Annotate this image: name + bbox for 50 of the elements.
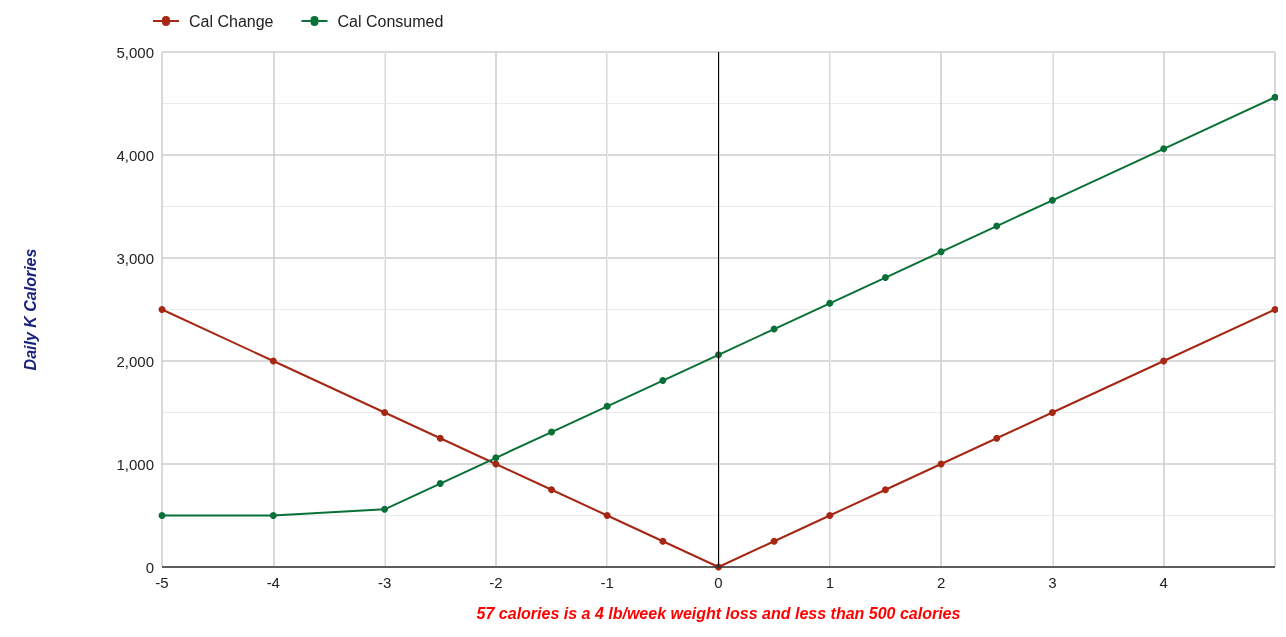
- y-tick-label: 5,000: [116, 43, 154, 61]
- x-tick-label: -1: [600, 574, 614, 591]
- point: [436, 480, 444, 488]
- y-tick-label: 2,000: [116, 352, 154, 370]
- point: [937, 248, 945, 256]
- point: [436, 434, 444, 442]
- y-tick-label: 0: [145, 558, 154, 576]
- point: [881, 486, 889, 494]
- point: [1160, 357, 1168, 365]
- y-tick-label: 1,000: [116, 455, 154, 473]
- x-tick-label: 4: [1159, 574, 1168, 591]
- point: [770, 325, 778, 333]
- point: [548, 428, 556, 436]
- point: [1048, 196, 1056, 204]
- y-axis-title: Daily K Calories: [21, 248, 39, 371]
- point: [603, 402, 611, 410]
- point: [381, 409, 389, 416]
- point: [826, 512, 834, 519]
- point: [770, 537, 778, 545]
- x-tick-label: 1: [825, 574, 834, 591]
- x-tick-label: -3: [377, 574, 392, 591]
- x-tick-label: -2: [489, 574, 503, 591]
- point: [993, 434, 1001, 442]
- point: [659, 377, 667, 385]
- point: [548, 486, 556, 494]
- x-tick-label: 0: [714, 574, 723, 591]
- point: [659, 537, 667, 545]
- legend-label: Cal Change: [189, 12, 274, 30]
- legend-label: Cal Consumed: [337, 12, 444, 30]
- point: [1271, 306, 1278, 313]
- point: [603, 512, 611, 519]
- point: [158, 512, 166, 519]
- point: [381, 505, 389, 513]
- y-tick-label: 4,000: [116, 146, 154, 164]
- point: [993, 222, 1001, 230]
- point: [158, 306, 166, 313]
- x-tick-label: 3: [1048, 574, 1057, 591]
- point: [881, 274, 889, 282]
- y-tick-label: 3,000: [116, 249, 154, 267]
- point: [269, 357, 277, 365]
- x-axis-title: 57 calories is a 4 lb/week weight loss and less than 500 calories: [476, 604, 961, 622]
- point: [492, 454, 500, 462]
- point: [1048, 409, 1056, 416]
- x-tick-label: -5: [155, 574, 169, 591]
- x-tick-label: -4: [266, 574, 280, 591]
- point: [1271, 93, 1278, 101]
- point: [826, 299, 834, 307]
- x-tick-label: 2: [936, 574, 946, 591]
- point: [269, 512, 277, 519]
- point: [1160, 145, 1168, 153]
